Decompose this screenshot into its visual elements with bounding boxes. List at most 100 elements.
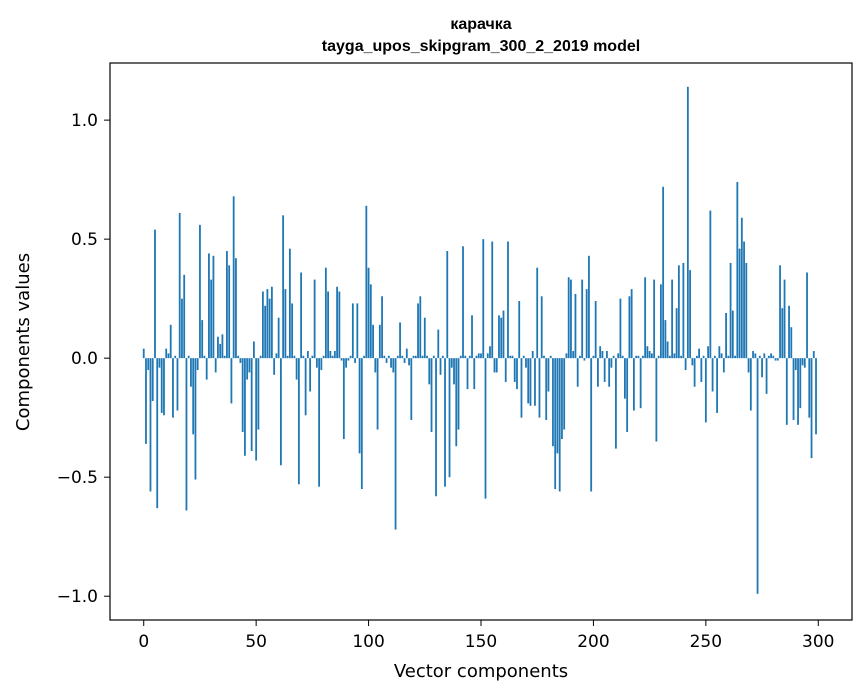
bar xyxy=(372,324,374,359)
bar xyxy=(185,358,188,511)
bar xyxy=(619,298,622,359)
bar xyxy=(792,358,795,421)
bar xyxy=(803,358,806,368)
bar xyxy=(749,358,752,411)
bar xyxy=(338,291,341,359)
bar xyxy=(295,358,298,380)
bar xyxy=(471,315,473,359)
bar xyxy=(702,355,705,359)
x-axis-label: Vector components xyxy=(394,661,568,682)
bar xyxy=(743,241,745,359)
bar xyxy=(581,279,584,359)
bar xyxy=(675,308,678,359)
bar xyxy=(401,355,404,359)
bar xyxy=(158,358,161,368)
bar xyxy=(500,317,503,359)
bar xyxy=(306,351,309,359)
bar xyxy=(646,346,649,359)
bar xyxy=(446,251,449,359)
bar xyxy=(745,262,748,359)
bar xyxy=(266,289,269,359)
bar xyxy=(668,355,671,359)
bar xyxy=(639,358,642,409)
bar xyxy=(466,358,469,390)
bar xyxy=(187,355,190,359)
x-tick-label: 250 xyxy=(690,632,722,652)
bar xyxy=(574,293,577,359)
bar xyxy=(358,358,361,454)
bar xyxy=(412,355,415,359)
bar xyxy=(725,312,727,359)
bar xyxy=(450,358,453,368)
bar xyxy=(342,358,345,440)
bar xyxy=(576,358,579,387)
bar xyxy=(493,358,496,373)
bar xyxy=(151,358,154,402)
bar xyxy=(405,348,408,359)
bar xyxy=(644,277,647,359)
bar xyxy=(731,310,734,359)
bar xyxy=(729,262,732,359)
bar xyxy=(684,358,687,371)
bar xyxy=(165,348,168,359)
bar xyxy=(441,355,444,359)
bar xyxy=(774,358,777,361)
bar xyxy=(716,358,718,413)
bar xyxy=(459,355,462,359)
bar xyxy=(181,298,183,359)
bar xyxy=(615,358,617,449)
bar xyxy=(453,358,455,385)
bar xyxy=(648,351,651,359)
bar xyxy=(428,358,431,385)
bar xyxy=(277,317,280,359)
plot-frame xyxy=(109,62,853,621)
bar xyxy=(707,346,709,359)
bar xyxy=(693,358,696,387)
bar xyxy=(327,291,329,359)
bar xyxy=(315,358,318,368)
bar xyxy=(210,279,213,359)
bar xyxy=(772,355,775,359)
bar xyxy=(408,358,410,366)
bar xyxy=(320,358,323,371)
bar xyxy=(444,358,446,487)
bar xyxy=(419,296,422,359)
bar xyxy=(302,355,305,359)
bar xyxy=(262,291,264,359)
bar xyxy=(239,358,242,363)
bar xyxy=(199,224,201,359)
bar xyxy=(455,358,458,447)
x-tick-label: 200 xyxy=(577,632,609,652)
bar xyxy=(713,355,716,359)
bar xyxy=(785,358,788,425)
bar xyxy=(617,353,620,359)
bar xyxy=(250,358,253,451)
bar xyxy=(390,358,392,368)
bar xyxy=(671,279,674,359)
bar xyxy=(491,241,494,359)
bar xyxy=(601,351,604,359)
y-tick-label: 1.0 xyxy=(71,111,98,131)
bar xyxy=(257,358,260,430)
bar xyxy=(178,212,181,359)
bar xyxy=(682,262,685,359)
bar xyxy=(520,358,523,418)
bar xyxy=(603,358,606,382)
bar xyxy=(172,358,174,418)
bar xyxy=(457,358,460,430)
bar xyxy=(163,358,165,416)
bar xyxy=(608,358,611,387)
bar xyxy=(722,358,725,373)
bar xyxy=(383,355,386,359)
bar xyxy=(297,358,300,485)
bar xyxy=(747,358,750,373)
bar xyxy=(583,358,586,361)
bar xyxy=(718,346,721,359)
bar xyxy=(628,296,631,359)
bar xyxy=(597,358,599,387)
bar xyxy=(504,358,507,382)
bar xyxy=(594,301,597,359)
bar xyxy=(689,270,692,359)
bar xyxy=(410,358,413,421)
bar xyxy=(264,305,267,359)
